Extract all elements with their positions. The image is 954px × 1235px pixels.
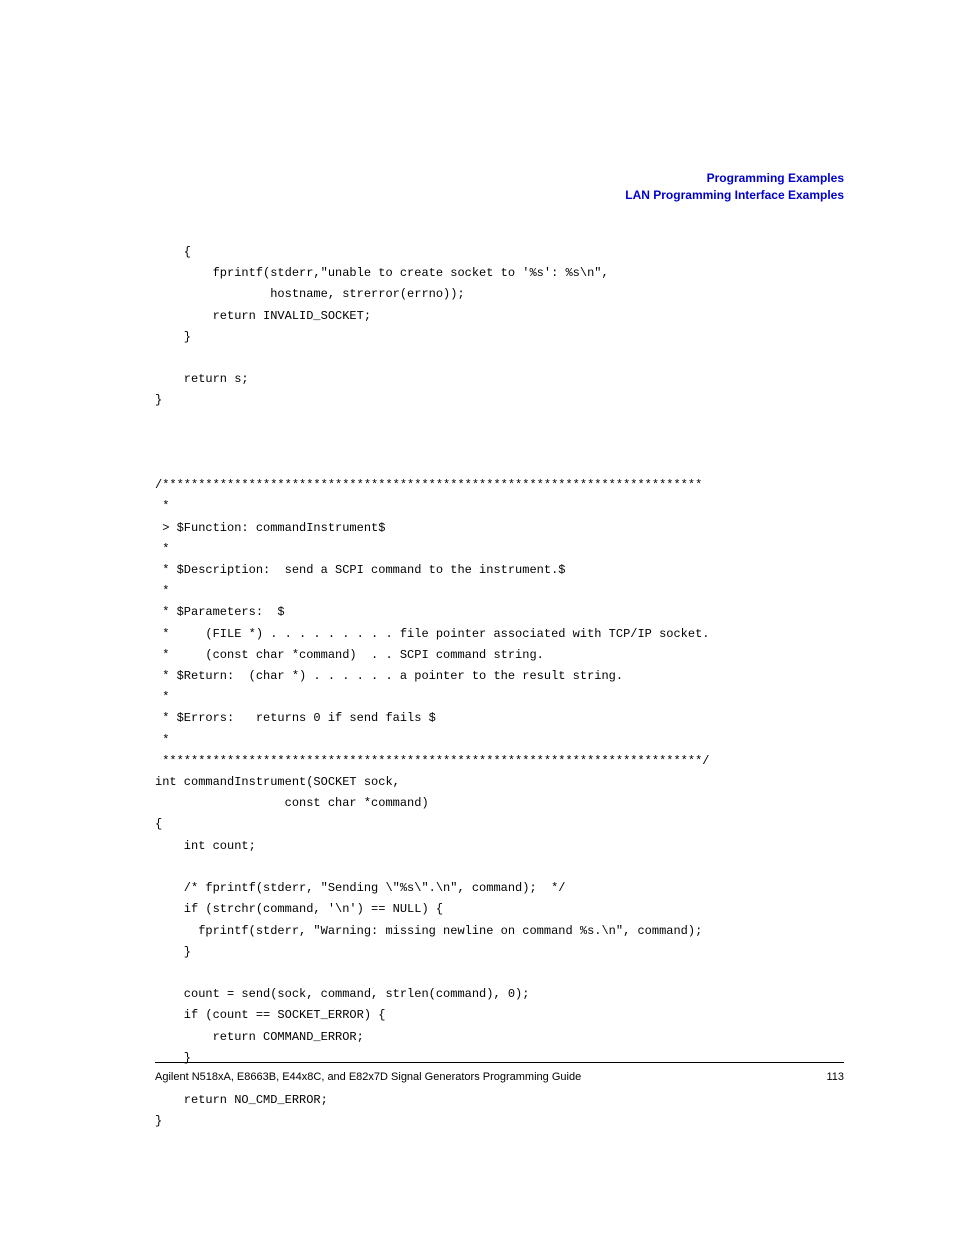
page-container: Programming Examples LAN Programming Int… [0, 0, 954, 1235]
footer-row: Agilent N518xA, E8663B, E44x8C, and E82x… [155, 1071, 844, 1083]
page-header: Programming Examples LAN Programming Int… [625, 170, 844, 204]
header-title-1: Programming Examples [625, 170, 844, 187]
footer-page-number: 113 [826, 1071, 844, 1083]
header-title-2: LAN Programming Interface Examples [625, 187, 844, 204]
footer-guide-title: Agilent N518xA, E8663B, E44x8C, and E82x… [155, 1071, 581, 1083]
code-listing: { fprintf(stderr,"unable to create socke… [155, 242, 844, 1133]
page-footer: Agilent N518xA, E8663B, E44x8C, and E82x… [155, 1062, 844, 1083]
